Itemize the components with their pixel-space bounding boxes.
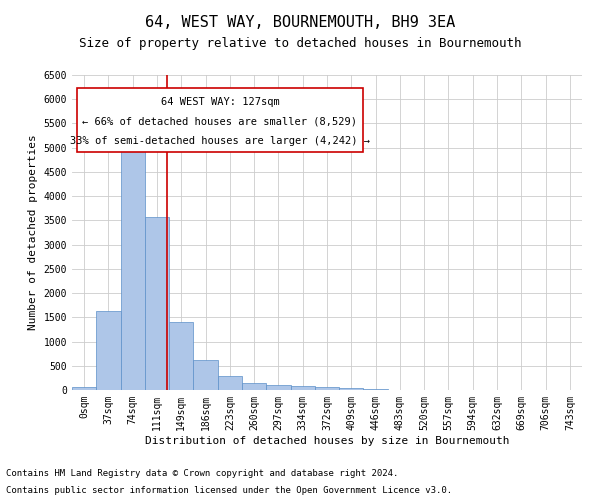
FancyBboxPatch shape <box>77 88 363 152</box>
Bar <box>315 388 339 390</box>
Bar <box>290 386 315 390</box>
Text: Contains HM Land Registry data © Crown copyright and database right 2024.: Contains HM Land Registry data © Crown c… <box>6 468 398 477</box>
Bar <box>121 144 145 390</box>
Bar <box>72 387 96 390</box>
Bar <box>364 388 388 390</box>
Y-axis label: Number of detached properties: Number of detached properties <box>28 134 38 330</box>
Text: ← 66% of detached houses are smaller (8,529): ← 66% of detached houses are smaller (8,… <box>82 116 358 126</box>
X-axis label: Distribution of detached houses by size in Bournemouth: Distribution of detached houses by size … <box>145 436 509 446</box>
Bar <box>193 360 218 390</box>
Text: 33% of semi-detached houses are larger (4,242) →: 33% of semi-detached houses are larger (… <box>70 136 370 145</box>
Bar <box>96 310 121 390</box>
Bar <box>145 216 169 390</box>
Text: 64 WEST WAY: 127sqm: 64 WEST WAY: 127sqm <box>161 97 279 107</box>
Text: Contains public sector information licensed under the Open Government Licence v3: Contains public sector information licen… <box>6 486 452 495</box>
Text: 64, WEST WAY, BOURNEMOUTH, BH9 3EA: 64, WEST WAY, BOURNEMOUTH, BH9 3EA <box>145 15 455 30</box>
Bar <box>266 384 290 390</box>
Bar <box>218 376 242 390</box>
Bar <box>242 383 266 390</box>
Text: Size of property relative to detached houses in Bournemouth: Size of property relative to detached ho… <box>79 38 521 51</box>
Bar <box>169 322 193 390</box>
Bar <box>339 388 364 390</box>
